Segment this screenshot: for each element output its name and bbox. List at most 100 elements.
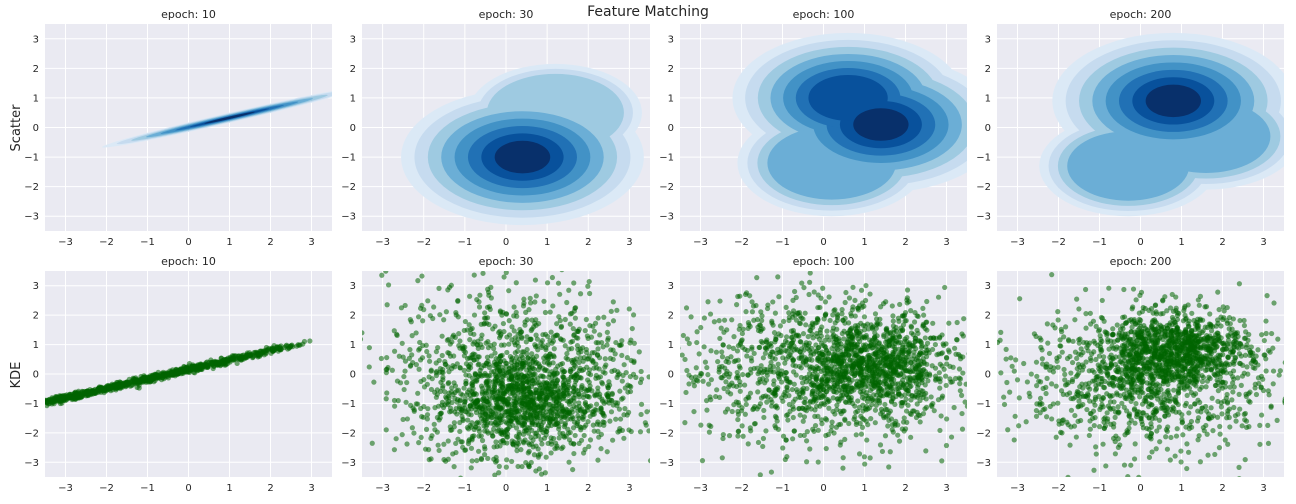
scatter-point	[511, 362, 517, 369]
scatter-point	[841, 336, 847, 342]
scatter-point	[834, 372, 840, 378]
scatter-point	[809, 331, 815, 337]
scatter-point	[893, 366, 899, 372]
scatter-point	[421, 377, 427, 383]
scatter-point	[652, 358, 657, 363]
scatter-point	[701, 344, 707, 350]
scatter-point	[408, 362, 414, 368]
scatter-point	[428, 435, 434, 442]
x-tick-label: −1	[457, 237, 472, 248]
scatter-point	[467, 337, 473, 343]
x-tick-label: 2	[902, 483, 908, 494]
scatter-point	[520, 390, 526, 397]
scatter-point	[903, 408, 910, 414]
scatter-point	[817, 304, 823, 311]
scatter-point	[895, 432, 901, 438]
scatter-point	[604, 449, 610, 455]
scatter-point	[544, 386, 550, 392]
scatter-point	[727, 382, 733, 388]
scatter-point	[839, 307, 845, 313]
scatter-point	[895, 391, 902, 397]
scatter-point	[943, 442, 950, 449]
scatter-point	[425, 298, 431, 304]
scatter-point	[56, 396, 62, 402]
y-tick-label: 0	[668, 123, 674, 134]
scatter-point	[520, 398, 526, 404]
scatter-point	[680, 346, 681, 350]
scatter-point	[484, 428, 490, 434]
scatter-point	[794, 389, 801, 395]
scatter-point	[514, 313, 520, 319]
scatter-point	[826, 405, 832, 411]
scatter-point	[859, 380, 865, 386]
scatter-point	[805, 333, 811, 340]
scatter-point	[456, 331, 462, 337]
scatter-point	[495, 423, 501, 429]
scatter-point	[443, 309, 449, 315]
scatter-point	[768, 367, 774, 373]
scatter-point	[585, 377, 591, 383]
scatter-point	[957, 388, 963, 394]
x-tick-label: −1	[1092, 237, 1107, 248]
scatter-point	[939, 393, 946, 399]
scatter-point	[900, 377, 906, 383]
scatter-point	[911, 343, 917, 349]
scatter-point	[570, 425, 577, 431]
x-tick-label: 1	[1178, 237, 1184, 248]
scatter-point	[538, 373, 544, 379]
scatter-point	[726, 433, 733, 439]
scatter-point	[886, 343, 892, 349]
scatter-point	[643, 422, 649, 428]
scatter-point	[546, 360, 553, 366]
scatter-point	[619, 396, 625, 402]
scatter-point	[415, 390, 421, 396]
scatter-point	[742, 411, 748, 417]
scatter-point	[755, 371, 761, 377]
scatter-point	[563, 355, 569, 361]
panel-title: epoch: 100	[793, 255, 855, 268]
scatter-point	[512, 342, 518, 348]
scatter-point	[544, 429, 550, 435]
scatter-point	[807, 446, 813, 452]
scatter-point	[637, 379, 644, 386]
scatter-point	[389, 367, 395, 373]
scatter-point	[492, 472, 498, 477]
scatter-point	[466, 363, 472, 369]
scatter-point	[558, 261, 563, 266]
scatter-point	[585, 356, 591, 362]
scatter-point	[809, 380, 815, 386]
scatter-point	[461, 353, 468, 359]
scatter-point	[465, 389, 471, 395]
scatter-point	[605, 321, 611, 327]
scatter-point	[846, 295, 853, 301]
scatter-point	[433, 360, 439, 366]
scatter-point	[223, 361, 229, 367]
scatter-point	[734, 348, 741, 354]
x-tick-label: −1	[140, 237, 155, 248]
scatter-point	[924, 340, 931, 346]
scatter-point	[569, 248, 574, 253]
scatter-point	[536, 321, 542, 327]
scatter-point	[948, 434, 955, 440]
scatter-point	[488, 420, 494, 426]
scatter-point	[513, 425, 520, 431]
scatter-point	[744, 265, 749, 270]
scatter-point	[672, 393, 677, 398]
x-tick-label: −3	[375, 483, 390, 494]
scatter-point	[908, 308, 914, 314]
scatter-point	[776, 349, 782, 355]
scatter-point	[782, 393, 789, 399]
scatter-point	[369, 440, 375, 446]
y-tick-label: −1	[659, 153, 674, 164]
scatter-point	[873, 316, 880, 322]
scatter-point	[775, 426, 782, 432]
scatter-point	[591, 350, 598, 356]
scatter-point	[440, 404, 447, 411]
scatter-point	[782, 347, 788, 354]
scatter-point	[513, 415, 519, 421]
scatter-point	[516, 429, 522, 436]
scatter-point	[992, 406, 997, 411]
scatter-point	[466, 373, 472, 379]
scatter-point	[722, 409, 729, 415]
